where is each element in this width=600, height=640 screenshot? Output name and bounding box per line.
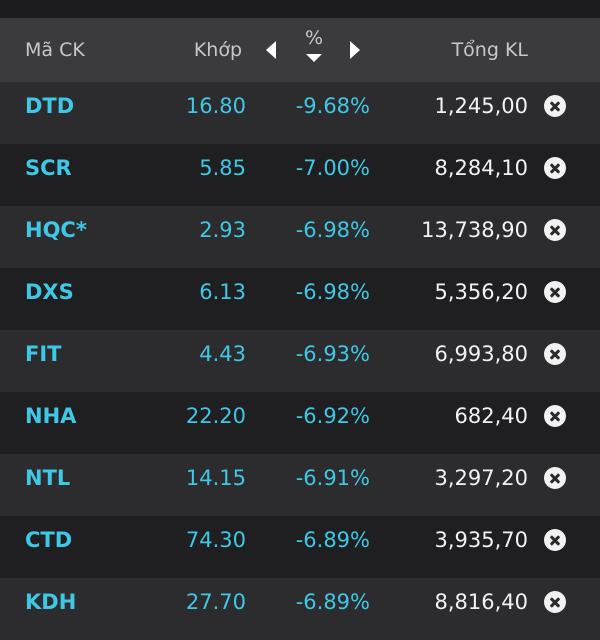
table-row[interactable]: DXS 6.13 -6.98% 5,356,20 xyxy=(0,268,600,330)
match-price: 6.13 xyxy=(199,280,246,304)
stock-symbol[interactable]: HQC* xyxy=(25,218,87,242)
table-row[interactable]: NTL 14.15 -6.91% 3,297,20 xyxy=(0,454,600,516)
stock-symbol[interactable]: FIT xyxy=(25,342,62,366)
stock-symbol[interactable]: SCR xyxy=(25,156,72,180)
change-percent: -7.00% xyxy=(295,156,370,180)
sort-descending-icon[interactable] xyxy=(306,54,322,62)
table-row[interactable]: HQC* 2.93 -6.98% 13,738,90 xyxy=(0,206,600,268)
change-percent: -6.93% xyxy=(295,342,370,366)
stock-symbol[interactable]: CTD xyxy=(25,528,73,552)
stock-symbol[interactable]: NTL xyxy=(25,466,71,490)
total-volume: 1,245,00 xyxy=(434,94,528,118)
table-row[interactable]: KDH 27.70 -6.89% 8,816,40 xyxy=(0,578,600,640)
total-volume: 3,297,20 xyxy=(434,466,528,490)
match-price: 27.70 xyxy=(185,590,246,614)
match-price: 74.30 xyxy=(185,528,246,552)
stock-symbol[interactable]: KDH xyxy=(25,590,77,614)
close-circle-icon[interactable] xyxy=(544,157,566,179)
close-circle-icon[interactable] xyxy=(544,467,566,489)
table-row[interactable]: SCR 5.85 -7.00% 8,284,10 xyxy=(0,144,600,206)
change-percent: -6.98% xyxy=(295,280,370,304)
match-price: 4.43 xyxy=(199,342,246,366)
header-volume[interactable]: Tổng KL xyxy=(451,39,528,61)
table-row[interactable]: DTD 16.80 -9.68% 1,245,00 xyxy=(0,82,600,144)
total-volume: 6,993,80 xyxy=(434,342,528,366)
close-circle-icon[interactable] xyxy=(544,343,566,365)
close-circle-icon[interactable] xyxy=(544,95,566,117)
close-circle-icon[interactable] xyxy=(544,591,566,613)
match-price: 22.20 xyxy=(185,404,246,428)
match-price: 14.15 xyxy=(185,466,246,490)
match-price: 5.85 xyxy=(199,156,246,180)
close-circle-icon[interactable] xyxy=(544,405,566,427)
stock-list: DTD 16.80 -9.68% 1,245,00 SCR 5.85 -7.00% 8,284… xyxy=(0,82,600,640)
table-row[interactable]: NHA 22.20 -6.92% 682,40 xyxy=(0,392,600,454)
total-volume: 13,738,90 xyxy=(421,218,528,242)
change-percent: -6.98% xyxy=(295,218,370,242)
change-percent: -6.91% xyxy=(295,466,370,490)
total-volume: 3,935,70 xyxy=(434,528,528,552)
change-percent: -6.89% xyxy=(295,528,370,552)
change-percent: -6.89% xyxy=(295,590,370,614)
header-price[interactable]: Khớp xyxy=(193,39,242,61)
stock-symbol[interactable]: NHA xyxy=(25,404,77,428)
table-header: Mã CK Khớp % Tổng KL xyxy=(0,18,600,82)
status-strip xyxy=(0,0,600,18)
caret-left-icon[interactable] xyxy=(266,41,276,59)
table-row[interactable]: FIT 4.43 -6.93% 6,993,80 xyxy=(0,330,600,392)
header-percent[interactable]: % xyxy=(304,27,324,49)
total-volume: 682,40 xyxy=(454,404,528,428)
match-price: 16.80 xyxy=(185,94,246,118)
change-percent: -9.68% xyxy=(295,94,370,118)
close-circle-icon[interactable] xyxy=(544,281,566,303)
header-symbol[interactable]: Mã CK xyxy=(25,39,85,61)
close-circle-icon[interactable] xyxy=(544,529,566,551)
total-volume: 5,356,20 xyxy=(434,280,528,304)
total-volume: 8,284,10 xyxy=(434,156,528,180)
close-circle-icon[interactable] xyxy=(544,219,566,241)
caret-right-icon[interactable] xyxy=(350,41,360,59)
match-price: 2.93 xyxy=(199,218,246,242)
total-volume: 8,816,40 xyxy=(434,590,528,614)
stock-symbol[interactable]: DXS xyxy=(25,280,74,304)
table-row[interactable]: CTD 74.30 -6.89% 3,935,70 xyxy=(0,516,600,578)
change-percent: -6.92% xyxy=(295,404,370,428)
stock-symbol[interactable]: DTD xyxy=(25,94,75,118)
